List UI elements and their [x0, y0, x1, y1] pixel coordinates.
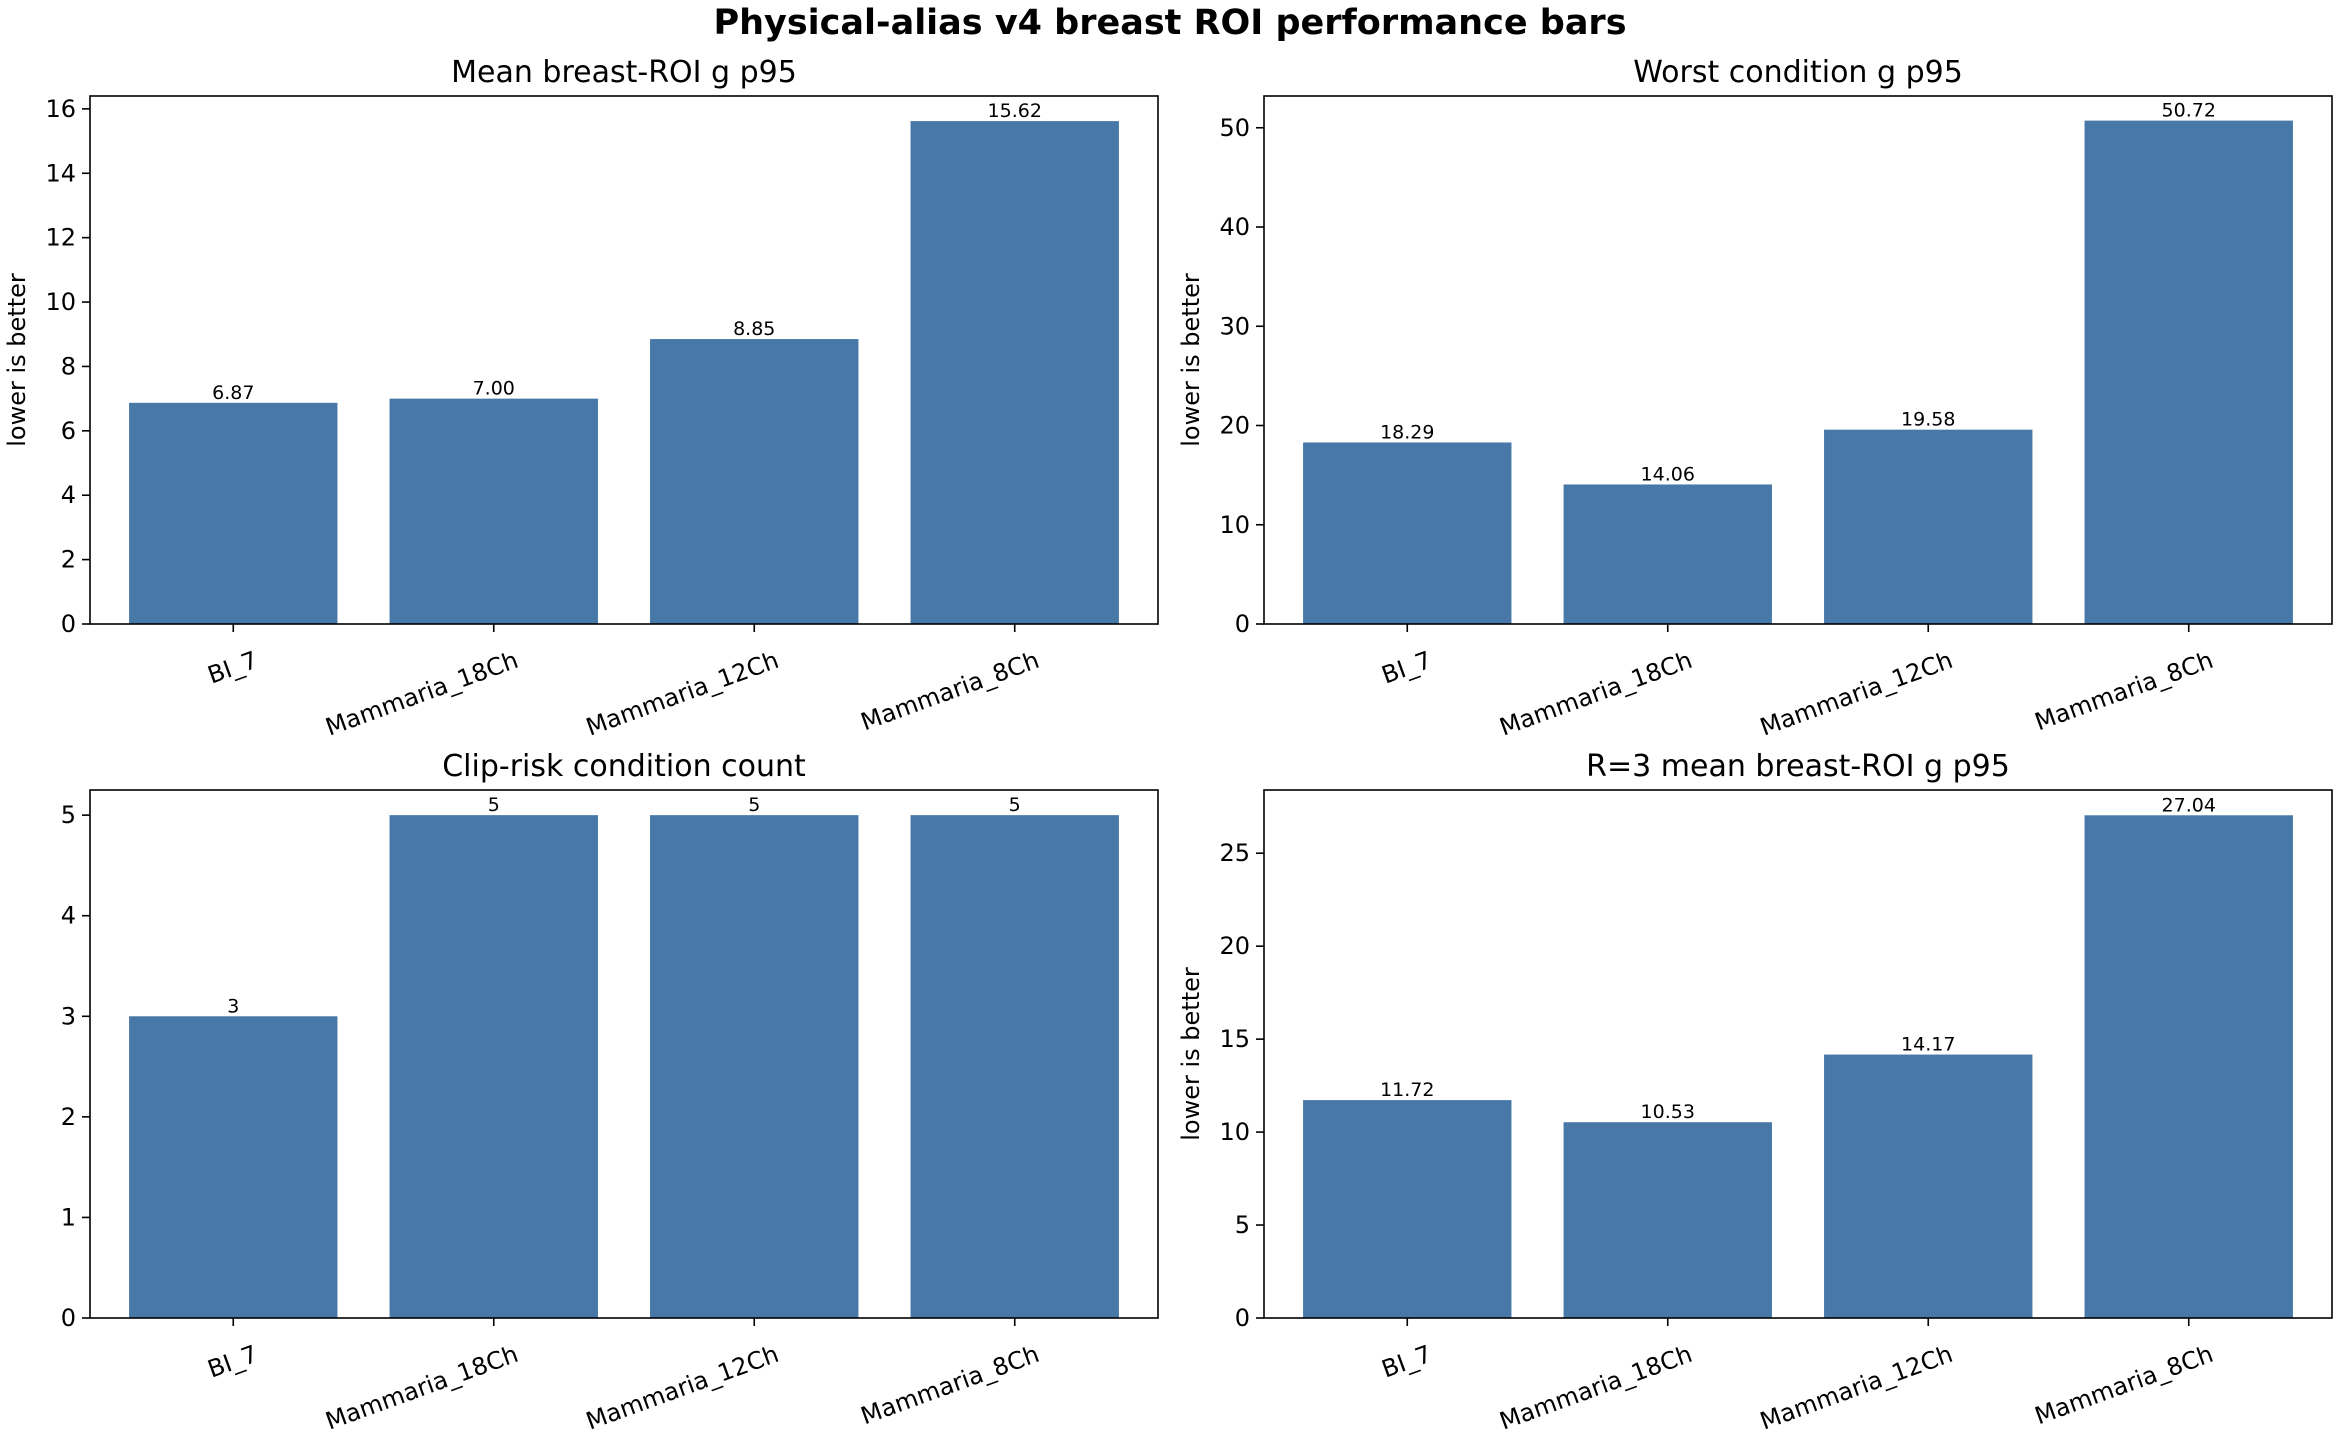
axes-frame: [89, 789, 1159, 1319]
y-tick-label: 12: [45, 224, 76, 252]
bar-Mammaria_18Ch: [1563, 1122, 1772, 1318]
bar-Mammaria_8Ch: [910, 815, 1119, 1318]
y-axis-label: lower is better: [1177, 273, 1205, 447]
y-tick-label: 20: [1219, 932, 1250, 960]
y-tick-label: 5: [61, 801, 76, 829]
bar-value-label: 7.00: [473, 378, 515, 400]
bar-value-label: 11.72: [1380, 1079, 1434, 1101]
y-tick-label: 4: [61, 902, 76, 930]
chart-panel-3: Clip-risk condition count3BI_75Mammaria_…: [61, 749, 1159, 1435]
y-tick-label: 50: [1219, 114, 1250, 142]
y-tick-label: 6: [61, 417, 76, 445]
y-tick-label: 2: [61, 1103, 76, 1131]
y-tick-label: 8: [61, 352, 76, 380]
y-tick-label: 0: [1235, 1304, 1250, 1332]
bar-BI_7: [1303, 442, 1512, 624]
bar-Mammaria_8Ch: [910, 121, 1119, 625]
bar-Mammaria_18Ch: [1563, 484, 1772, 624]
bar-value-label: 14.06: [1641, 463, 1695, 485]
y-tick-label: 15: [1219, 1025, 1250, 1053]
y-tick-label: 3: [61, 1002, 76, 1030]
bar-value-label: 5: [1009, 794, 1021, 816]
axes-frame: [1263, 95, 2333, 625]
y-tick-label: 10: [1219, 1118, 1250, 1146]
chart-title: Worst condition g p95: [1633, 55, 1963, 90]
bar-Mammaria_8Ch: [2084, 815, 2293, 1318]
figure-title: Physical-alias v4 breast ROI performance…: [713, 3, 1626, 43]
y-axis-label: lower is better: [3, 273, 31, 447]
bar-Mammaria_12Ch: [650, 339, 859, 624]
y-tick-label: 4: [61, 481, 76, 509]
y-tick-label: 16: [45, 95, 76, 123]
bar-value-label: 10.53: [1641, 1101, 1695, 1123]
y-tick-label: 25: [1219, 839, 1250, 867]
bar-Mammaria_12Ch: [1824, 1054, 2033, 1318]
bar-value-label: 19.58: [1901, 409, 1955, 431]
y-tick-label: 40: [1219, 213, 1250, 241]
chart-title: Clip-risk condition count: [442, 749, 806, 784]
y-tick-label: 14: [45, 159, 76, 187]
y-tick-label: 10: [1219, 511, 1250, 539]
y-tick-label: 10: [45, 288, 76, 316]
y-axis-label: lower is better: [1177, 967, 1205, 1141]
bar-Mammaria_18Ch: [389, 398, 598, 624]
bar-BI_7: [129, 1016, 338, 1318]
bar-value-label: 18.29: [1380, 421, 1434, 443]
bar-value-label: 5: [488, 794, 500, 816]
axes-frame: [1263, 789, 2333, 1319]
bar-Mammaria_8Ch: [2084, 120, 2293, 625]
y-tick-label: 20: [1219, 412, 1250, 440]
y-tick-label: 30: [1219, 312, 1250, 340]
bar-value-label: 15.62: [988, 100, 1042, 122]
axes-frame: [89, 95, 1159, 625]
bar-value-label: 14.17: [1901, 1034, 1955, 1056]
bar-value-label: 8.85: [733, 318, 775, 340]
chart-title: R=3 mean breast-ROI g p95: [1586, 749, 2010, 784]
bar-Mammaria_12Ch: [1824, 429, 2033, 624]
y-tick-label: 2: [61, 546, 76, 574]
y-tick-label: 0: [61, 610, 76, 638]
bar-value-label: 50.72: [2162, 100, 2216, 122]
chart-title: Mean breast-ROI g p95: [451, 55, 797, 90]
y-tick-label: 0: [61, 1304, 76, 1332]
bar-Mammaria_12Ch: [650, 815, 859, 1318]
bar-BI_7: [129, 402, 338, 624]
bar-BI_7: [1303, 1100, 1512, 1318]
bar-value-label: 6.87: [212, 382, 254, 404]
y-tick-label: 1: [61, 1203, 76, 1231]
bar-value-label: 27.04: [2162, 794, 2216, 816]
bar-value-label: 3: [227, 995, 239, 1017]
bar-value-label: 5: [748, 794, 760, 816]
y-tick-label: 0: [1235, 610, 1250, 638]
y-tick-label: 5: [1235, 1211, 1250, 1239]
bar-Mammaria_18Ch: [389, 815, 598, 1318]
